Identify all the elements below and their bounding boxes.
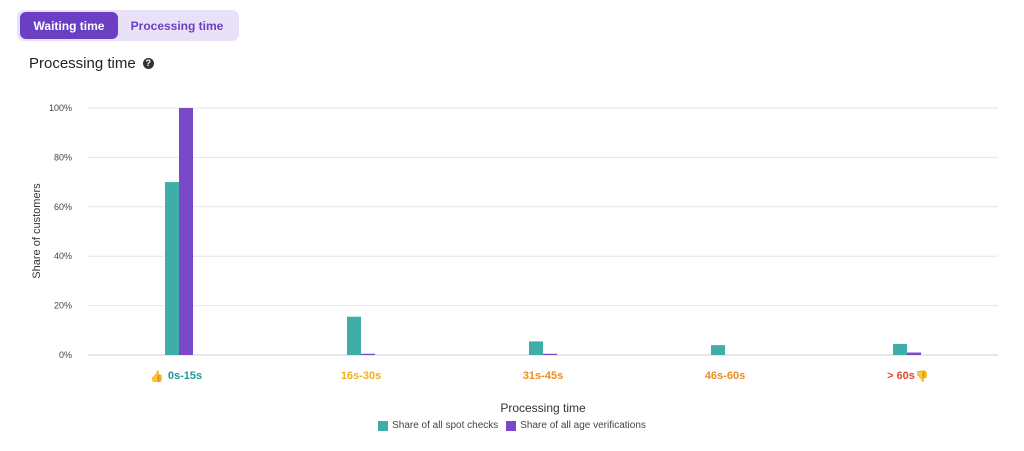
y-tick-label: 40% xyxy=(54,251,72,261)
y-tick-label: 20% xyxy=(54,301,72,311)
legend-swatch-age-verifications xyxy=(506,420,517,431)
x-tick-label: > 60s xyxy=(887,370,915,382)
x-tick-5: 👎> 60s xyxy=(887,370,929,383)
bar-spot-checks xyxy=(893,343,907,355)
x-axis-label: Processing time xyxy=(500,401,586,415)
x-tick-label: 46s-60s xyxy=(705,370,745,382)
page-title: Processing time xyxy=(29,55,136,72)
chart-title-row: Processing time ? xyxy=(29,55,154,72)
y-tick-label: 100% xyxy=(49,103,72,113)
view-toggle: Waiting time Processing time xyxy=(17,10,239,41)
bar-spot-checks xyxy=(347,316,361,355)
chart-legend: Share of all spot checks Share of all ag… xyxy=(0,420,1024,431)
x-tick-label: 0s-15s xyxy=(168,370,202,382)
legend-label-spot-checks: Share of all spot checks xyxy=(392,420,499,431)
x-tick-4: 46s-60s xyxy=(705,370,745,382)
x-tick-label: 16s-30s xyxy=(341,370,381,382)
y-tick-label: 0% xyxy=(59,350,72,360)
thumbs-up-icon: 👍 xyxy=(150,370,164,383)
bar-age-verifications xyxy=(543,353,557,355)
legend-item-spot-checks[interactable]: Share of all spot checks xyxy=(378,420,498,431)
y-tick-label: 80% xyxy=(54,152,72,162)
thumbs-down-icon: 👎 xyxy=(915,370,929,383)
bar-age-verifications xyxy=(361,353,375,355)
bar-age-verifications xyxy=(179,108,193,355)
legend-label-age-verifications: Share of all age verifications xyxy=(520,420,646,431)
y-axis-label: Share of customers xyxy=(31,183,43,279)
y-tick-label: 60% xyxy=(54,202,72,212)
tab-processing-time[interactable]: Processing time xyxy=(130,18,224,33)
x-tick-3: 31s-45s xyxy=(523,370,563,382)
bar-spot-checks xyxy=(165,182,179,355)
x-tick-2: 16s-30s xyxy=(341,370,381,382)
legend-swatch-spot-checks xyxy=(378,420,389,431)
x-tick-label: 31s-45s xyxy=(523,370,563,382)
x-tick-1: 👍 0s-15s xyxy=(150,370,202,383)
bar-age-verifications xyxy=(907,352,921,355)
bar-spot-checks xyxy=(711,345,725,355)
question-circle-icon[interactable]: ? xyxy=(142,58,154,69)
legend-item-age-verifications[interactable]: Share of all age verifications xyxy=(506,420,646,431)
bar-spot-checks xyxy=(529,341,543,355)
tab-waiting-time[interactable]: Waiting time xyxy=(20,12,118,39)
